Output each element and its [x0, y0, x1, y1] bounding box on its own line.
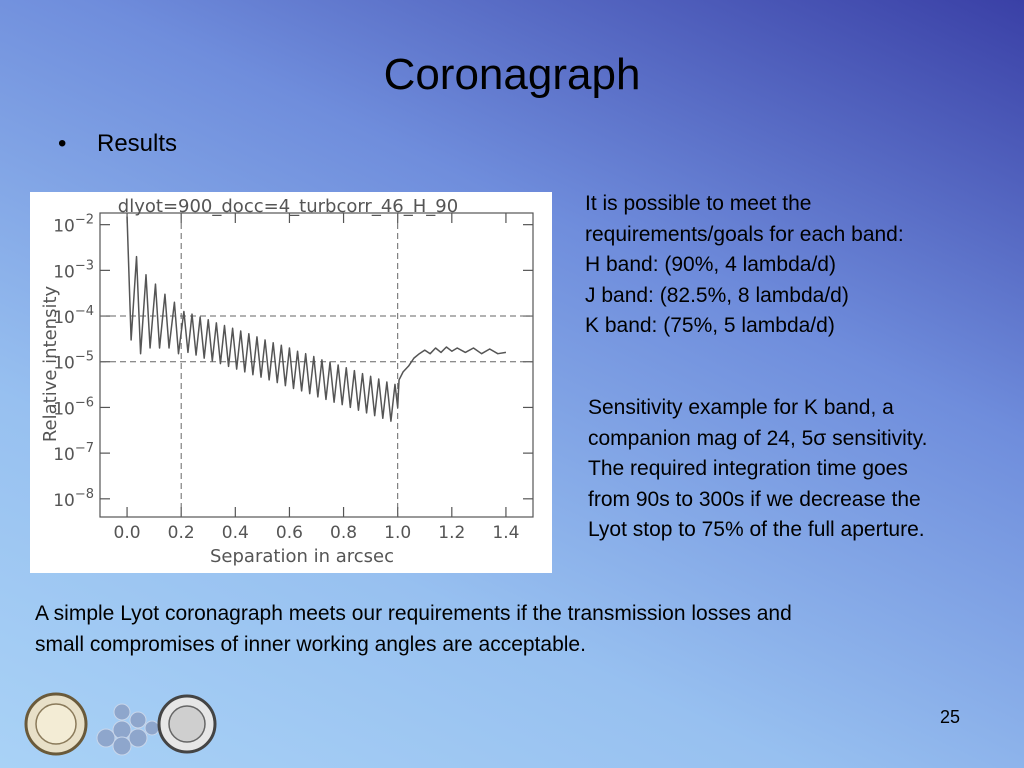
text-line: K band: (75%, 5 lambda/d) — [585, 314, 835, 337]
y-tick-label: 10−5 — [53, 350, 94, 374]
bullet-dot: • — [58, 130, 67, 157]
x-axis-label: Separation in arcsec — [210, 546, 394, 567]
x-tick-label: 1.4 — [492, 523, 519, 543]
text-line: requirements/goals for each band: — [585, 222, 904, 246]
plot-frame — [99, 212, 534, 518]
y-tick-label: 10−7 — [53, 441, 94, 465]
text-line: companion mag of 24, 5σ sensitivity. — [588, 426, 928, 450]
sensitivity-text: Sensitivity example for K band, a compani… — [588, 393, 927, 546]
x-tick-label: 1.0 — [384, 523, 411, 543]
x-tick-label: 0.2 — [168, 523, 195, 543]
bullet-text: Results — [97, 130, 178, 157]
data-line — [126, 216, 507, 422]
caltech-logo-inner — [35, 703, 77, 745]
requirements-text: It is possible to meet the requirements/g… — [585, 189, 904, 342]
slide-title: Coronagraph — [383, 50, 641, 99]
x-tick-label: 0.6 — [276, 523, 303, 543]
y-axis-label: Relative intensity — [40, 285, 61, 442]
tmt-logo — [96, 703, 160, 756]
uc-logo-inner — [168, 705, 206, 743]
y-tick-label: 10−3 — [53, 258, 94, 282]
page-number: 25 — [940, 707, 961, 727]
x-tick-label: 0.4 — [222, 523, 249, 543]
chart-title: dlyot=900_docc=4_turbcorr_46_H_90 — [118, 196, 458, 217]
text-line: Lyot stop to 75% of the full aperture. — [588, 518, 925, 541]
text-line: A simple Lyot coronagraph meets our requ… — [35, 602, 792, 625]
conclusion-text: A simple Lyot coronagraph meets our requ… — [35, 598, 792, 660]
logos — [24, 692, 217, 756]
y-tick-label: 10−8 — [53, 487, 94, 511]
chart-image: dlyot=900_docc=4_turbcorr_46_H_90 Separa… — [30, 192, 552, 573]
text-line: The required integration time goes — [588, 457, 908, 480]
text-line: from 90s to 300s if we decrease the — [588, 487, 921, 511]
text-line: It is possible to meet the — [585, 192, 812, 215]
text-line: H band: (90%, 4 lambda/d) — [585, 253, 836, 276]
y-tick-label: 10−4 — [53, 304, 94, 328]
text-line: Sensitivity example for K band, a — [588, 396, 894, 419]
text-line: J band: (82.5%, 8 lambda/d) — [585, 283, 849, 307]
y-tick-label: 10−6 — [53, 395, 94, 419]
x-tick-label: 0.0 — [114, 523, 141, 543]
text-line: small compromises of inner working angle… — [35, 633, 586, 656]
chart: dlyot=900_docc=4_turbcorr_46_H_90 Separa… — [40, 196, 534, 567]
x-tick-label: 1.2 — [438, 523, 465, 543]
x-tick-label: 0.8 — [330, 523, 357, 543]
y-tick-label: 10−2 — [53, 213, 94, 237]
